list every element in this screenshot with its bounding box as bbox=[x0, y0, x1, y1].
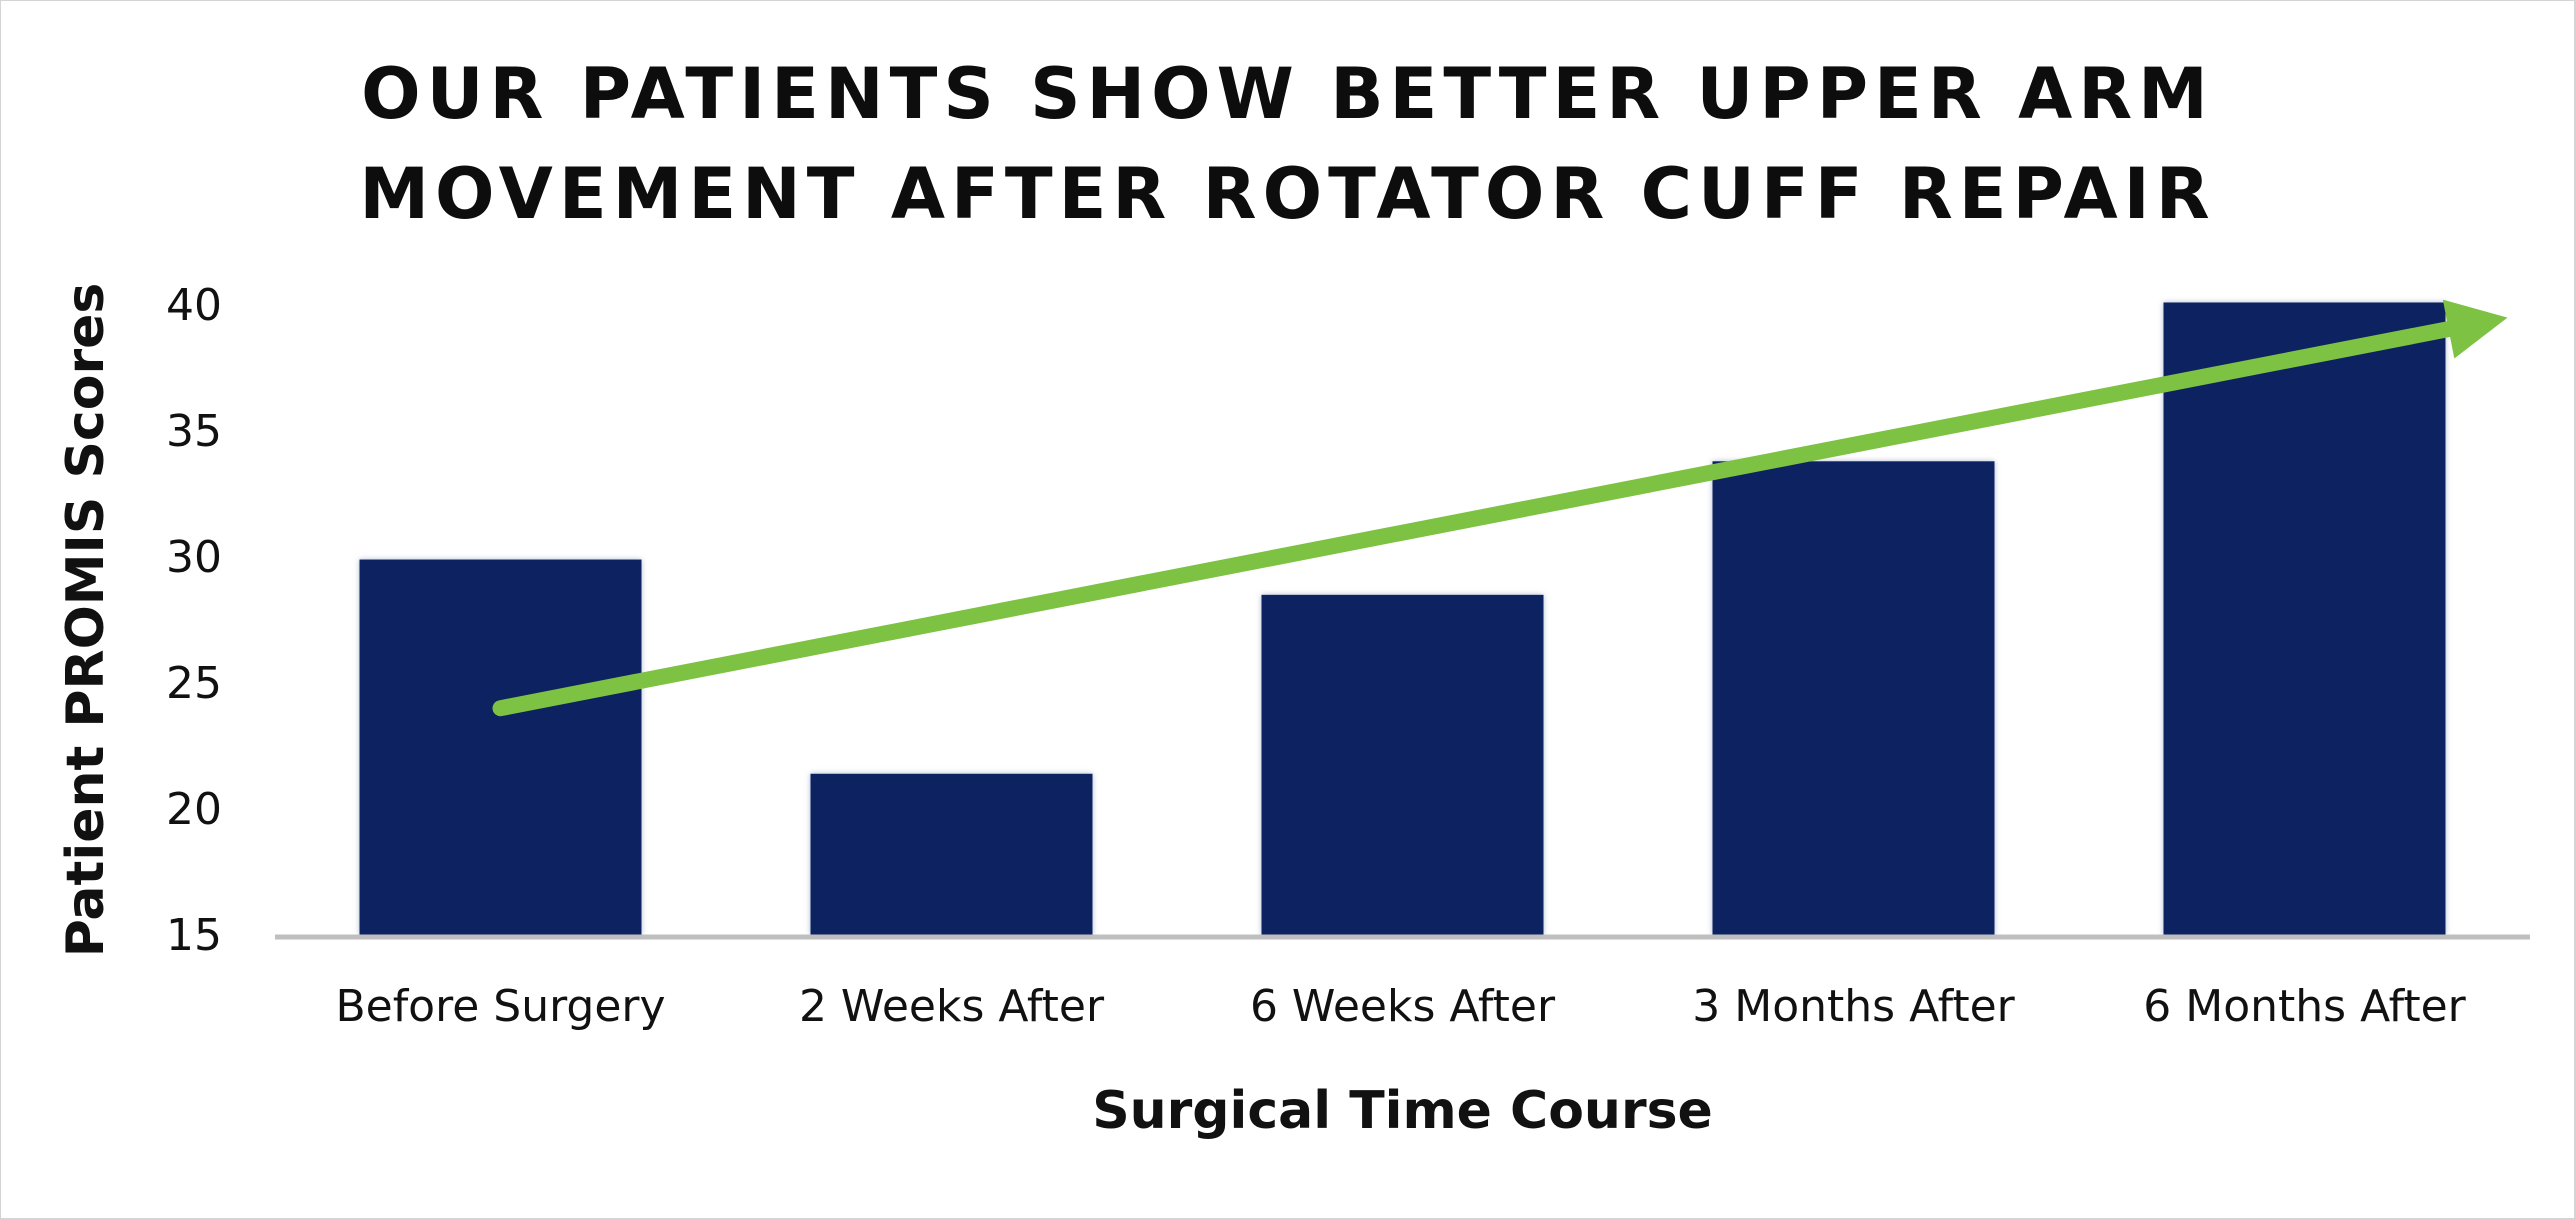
chart-title: OUR PATIENTS SHOW BETTER UPPER ARM MOVEM… bbox=[0, 44, 2575, 244]
trend-arrow-shaft bbox=[492, 320, 2461, 717]
chart-title-line-2: MOVEMENT AFTER ROTATOR CUFF REPAIR bbox=[359, 153, 2216, 235]
y-tick-label: 30 bbox=[166, 532, 222, 583]
category-label: 6 Weeks After bbox=[1250, 981, 1556, 1032]
bar-6-weeks-after bbox=[1261, 594, 1544, 935]
y-tick-label: 25 bbox=[166, 658, 222, 709]
trend-arrow-head bbox=[2442, 299, 2508, 359]
trend-arrow bbox=[492, 299, 2508, 717]
y-tick-label: 15 bbox=[166, 910, 222, 961]
bar-2-weeks-after bbox=[810, 773, 1093, 935]
category-label: Before Surgery bbox=[335, 981, 665, 1032]
bar-6-months-after bbox=[2163, 302, 2446, 936]
y-axis-ticks: 15 20 25 30 35 40 bbox=[166, 280, 222, 961]
category-label: 3 Months After bbox=[1692, 981, 2015, 1032]
y-tick-label: 35 bbox=[166, 406, 222, 457]
category-label: 2 Weeks After bbox=[799, 981, 1105, 1032]
x-axis-title: Surgical Time Course bbox=[1092, 1081, 1713, 1141]
bar-before-surgery bbox=[359, 559, 642, 935]
category-labels: Before Surgery 2 Weeks After 6 Weeks After… bbox=[335, 981, 2466, 1032]
category-label: 6 Months After bbox=[2143, 981, 2466, 1032]
chart-title-line-1: OUR PATIENTS SHOW BETTER UPPER ARM bbox=[361, 53, 2214, 135]
bar-3-months-after bbox=[1712, 461, 1995, 935]
bars-group bbox=[359, 302, 2446, 936]
y-tick-label: 40 bbox=[166, 280, 222, 331]
y-tick-label: 20 bbox=[166, 784, 222, 835]
y-axis-title: Patient PROMIS Scores bbox=[56, 283, 116, 958]
